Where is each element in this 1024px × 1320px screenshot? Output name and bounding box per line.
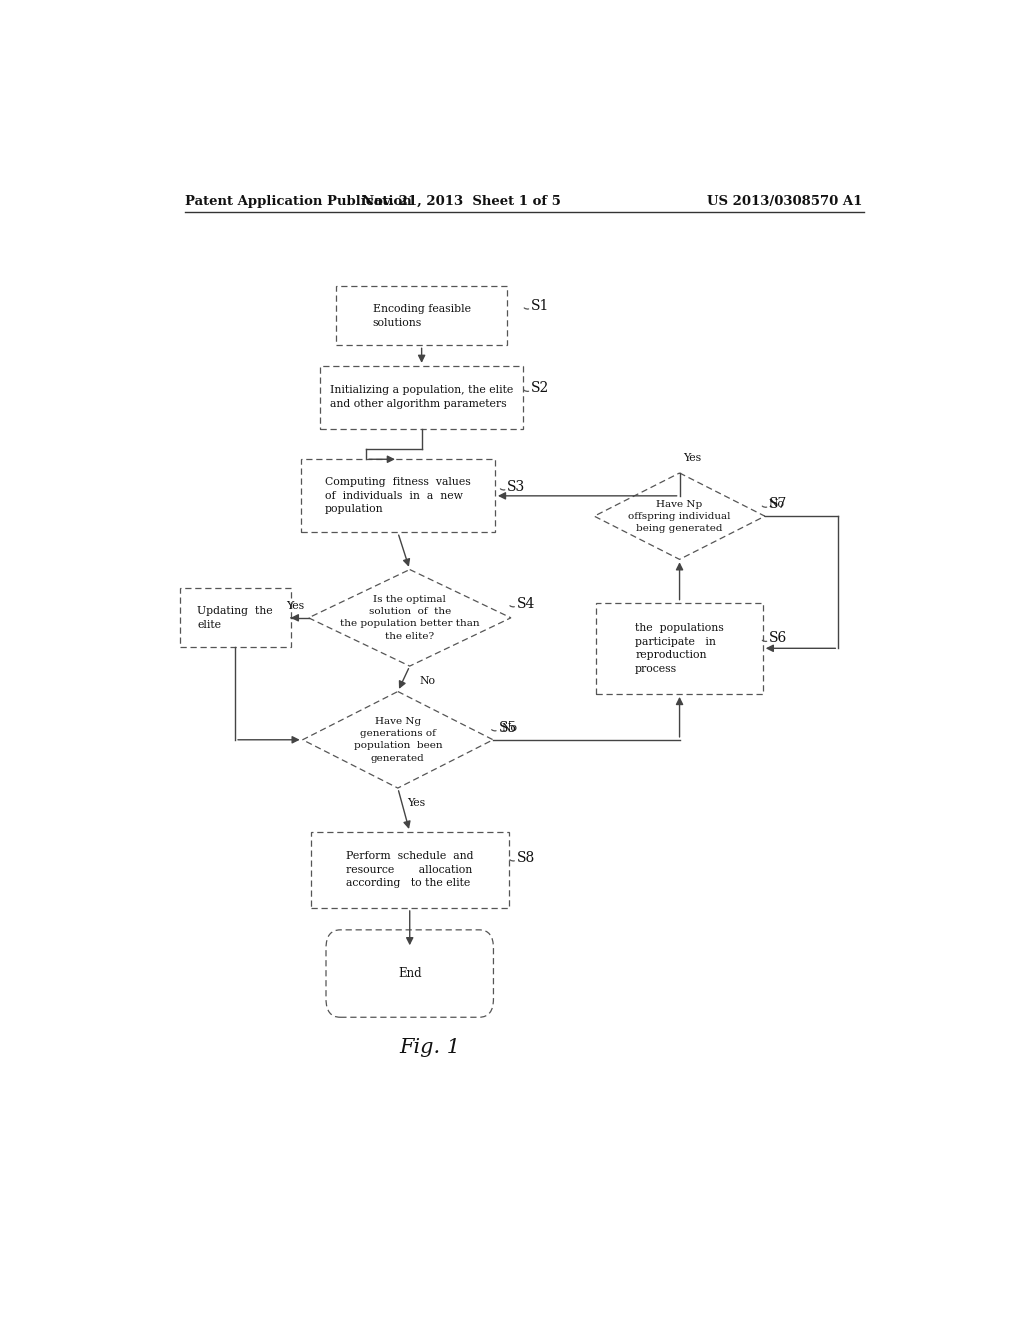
Text: S1: S1 <box>531 298 550 313</box>
FancyBboxPatch shape <box>310 832 509 908</box>
Text: Computing  fitness  values
of  individuals  in  a  new
population: Computing fitness values of individuals … <box>325 478 471 515</box>
Text: Encoding feasible
solutions: Encoding feasible solutions <box>373 304 471 327</box>
FancyBboxPatch shape <box>301 459 495 532</box>
Text: US 2013/0308570 A1: US 2013/0308570 A1 <box>707 194 862 207</box>
Text: Patent Application Publication: Patent Application Publication <box>185 194 412 207</box>
Text: Yes: Yes <box>408 799 426 808</box>
Text: Fig. 1: Fig. 1 <box>399 1039 460 1057</box>
Text: S7: S7 <box>769 496 787 511</box>
FancyBboxPatch shape <box>179 589 291 647</box>
Text: S3: S3 <box>507 479 525 494</box>
Text: Yes: Yes <box>287 601 304 611</box>
Text: Perform  schedule  and
resource       allocation
according   to the elite: Perform schedule and resource allocation… <box>346 851 473 888</box>
Text: S6: S6 <box>769 631 787 645</box>
Text: Is the optimal
solution  of  the
the population better than
the elite?: Is the optimal solution of the the popul… <box>340 595 479 640</box>
Polygon shape <box>594 473 765 560</box>
Text: Nov. 21, 2013  Sheet 1 of 5: Nov. 21, 2013 Sheet 1 of 5 <box>361 194 561 207</box>
Text: No: No <box>501 722 517 733</box>
FancyBboxPatch shape <box>336 286 507 346</box>
Text: S4: S4 <box>517 597 536 611</box>
Text: Updating  the
elite: Updating the elite <box>198 606 273 630</box>
Text: No: No <box>769 499 784 510</box>
Text: End: End <box>398 968 422 979</box>
Polygon shape <box>308 569 511 667</box>
Text: S5: S5 <box>499 721 517 735</box>
Text: Yes: Yes <box>684 453 701 463</box>
Text: S2: S2 <box>531 381 550 395</box>
Polygon shape <box>303 692 494 788</box>
Text: S8: S8 <box>517 850 536 865</box>
Text: the  populations
participate   in
reproduction
process: the populations participate in reproduct… <box>635 623 724 673</box>
Text: No: No <box>419 676 435 686</box>
Text: Have Ng
generations of
population  been
generated: Have Ng generations of population been g… <box>353 717 442 763</box>
FancyBboxPatch shape <box>326 929 494 1018</box>
Text: Have Np
offspring individual
being generated: Have Np offspring individual being gener… <box>629 499 731 533</box>
FancyBboxPatch shape <box>596 602 763 694</box>
Text: Initializing a population, the elite
and other algorithm parameters: Initializing a population, the elite and… <box>330 385 513 409</box>
FancyBboxPatch shape <box>321 366 523 429</box>
